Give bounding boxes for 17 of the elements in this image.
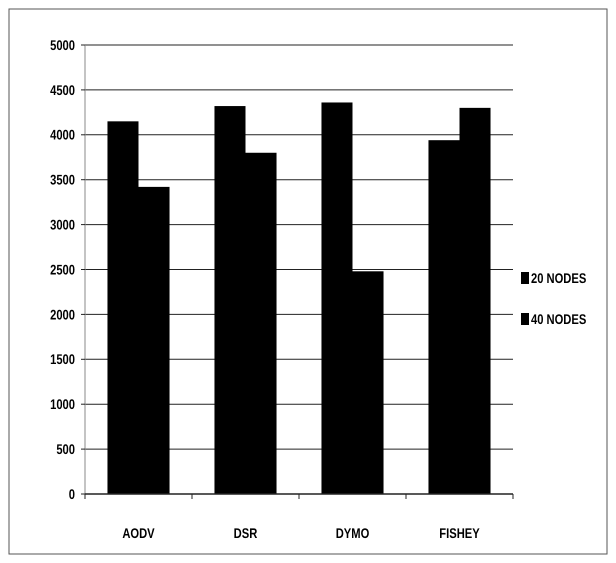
y-tick-label: 4500	[50, 82, 75, 98]
x-tick-label: DYMO	[336, 526, 370, 542]
y-tick-label: 2500	[50, 262, 75, 278]
y-tick-label: 5000	[50, 38, 75, 54]
y-tick-label: 0	[68, 486, 75, 502]
legend-label: 20 NODES	[531, 270, 586, 286]
legend-label: 40 NODES	[531, 312, 586, 328]
y-tick-label: 3500	[50, 172, 75, 188]
x-tick-label: DSR	[234, 526, 258, 542]
y-tick-label: 3000	[50, 217, 75, 233]
x-tick-label: FISHEY	[439, 526, 480, 542]
y-tick-label: 2000	[50, 307, 75, 323]
y-tick-label: 1000	[50, 396, 75, 412]
x-tick-label: AODV	[122, 526, 156, 542]
y-tick-label: 4000	[50, 128, 75, 144]
y-tick-label: 500	[56, 442, 75, 458]
y-tick-label: 1500	[50, 352, 75, 368]
